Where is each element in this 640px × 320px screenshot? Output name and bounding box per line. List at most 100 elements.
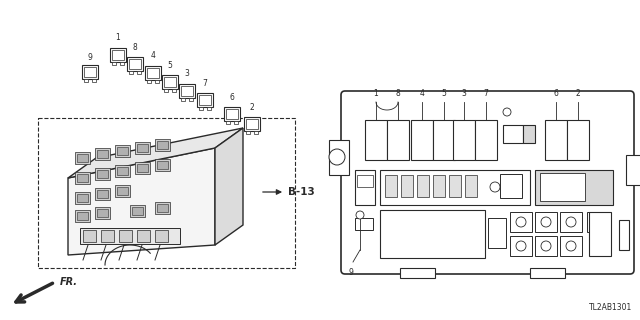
Bar <box>181 98 185 101</box>
Bar <box>380 170 530 205</box>
Bar <box>329 140 349 175</box>
Text: 5: 5 <box>168 60 172 69</box>
Bar <box>115 145 130 157</box>
Bar <box>411 120 433 160</box>
Bar <box>127 57 143 71</box>
Bar <box>224 107 240 121</box>
Bar <box>135 142 150 154</box>
Bar <box>77 194 88 202</box>
Bar <box>97 170 108 178</box>
Bar <box>97 150 108 158</box>
Bar <box>112 50 124 60</box>
Text: 6: 6 <box>554 89 559 98</box>
Text: 9: 9 <box>349 268 353 277</box>
Bar <box>162 75 178 89</box>
Bar <box>157 161 168 169</box>
Bar <box>75 192 90 204</box>
Bar <box>83 230 96 242</box>
Text: 1: 1 <box>374 89 378 98</box>
Bar <box>164 77 176 87</box>
Polygon shape <box>215 128 243 245</box>
Bar <box>164 89 168 92</box>
Text: 3: 3 <box>184 69 189 78</box>
Bar <box>417 175 429 197</box>
Bar <box>84 67 96 77</box>
Bar <box>101 230 114 242</box>
Bar <box>97 190 108 198</box>
Bar <box>560 212 582 232</box>
Bar <box>145 66 161 80</box>
Bar <box>119 230 132 242</box>
Circle shape <box>516 241 526 251</box>
Polygon shape <box>68 148 215 255</box>
Bar <box>567 120 589 160</box>
Bar <box>75 210 90 222</box>
Text: FR.: FR. <box>60 277 78 287</box>
Bar <box>535 212 557 232</box>
Bar <box>157 204 168 212</box>
Bar <box>199 107 203 110</box>
Bar <box>75 152 90 164</box>
Bar <box>137 164 148 172</box>
Bar <box>115 185 130 197</box>
Bar <box>199 95 211 105</box>
Bar <box>197 93 213 107</box>
Bar <box>115 165 130 177</box>
Bar <box>117 147 128 155</box>
Circle shape <box>490 182 500 192</box>
Bar <box>110 48 126 62</box>
Bar <box>500 174 522 198</box>
Text: 8: 8 <box>132 43 138 52</box>
Circle shape <box>541 217 551 227</box>
Bar <box>560 236 582 256</box>
Bar <box>465 175 477 197</box>
Bar <box>246 119 258 129</box>
Bar <box>401 175 413 197</box>
Bar <box>453 120 475 160</box>
Text: 7: 7 <box>484 89 488 98</box>
Bar <box>97 209 108 217</box>
Bar <box>503 125 523 143</box>
Bar <box>112 62 116 65</box>
Bar <box>510 212 532 232</box>
Bar <box>77 212 88 220</box>
Circle shape <box>541 241 551 251</box>
Bar <box>540 173 585 201</box>
Bar <box>535 236 557 256</box>
Bar <box>155 230 168 242</box>
Text: 5: 5 <box>442 89 447 98</box>
Bar <box>488 218 506 248</box>
Bar <box>92 79 96 82</box>
Bar <box>545 120 567 160</box>
Bar <box>380 210 485 258</box>
Text: 3: 3 <box>461 89 467 98</box>
Bar <box>530 268 565 278</box>
Bar <box>385 175 397 197</box>
Bar <box>84 79 88 82</box>
Bar <box>244 117 260 131</box>
Bar <box>475 120 497 160</box>
Bar <box>129 71 133 74</box>
Text: 1: 1 <box>116 34 120 43</box>
Bar <box>132 207 143 215</box>
Bar <box>246 131 250 134</box>
Bar <box>120 62 124 65</box>
Bar <box>387 120 409 160</box>
Bar <box>135 162 150 174</box>
Bar <box>95 188 110 200</box>
Bar <box>75 172 90 184</box>
Bar <box>589 212 611 256</box>
Bar <box>254 131 258 134</box>
Bar <box>207 107 211 110</box>
Bar <box>433 175 445 197</box>
Bar <box>155 139 170 151</box>
Bar <box>95 207 110 219</box>
Bar <box>129 59 141 69</box>
Bar <box>155 202 170 214</box>
Text: 8: 8 <box>396 89 401 98</box>
Bar <box>226 121 230 124</box>
Circle shape <box>503 108 511 116</box>
Bar <box>157 141 168 149</box>
Bar <box>117 187 128 195</box>
Circle shape <box>329 149 345 165</box>
